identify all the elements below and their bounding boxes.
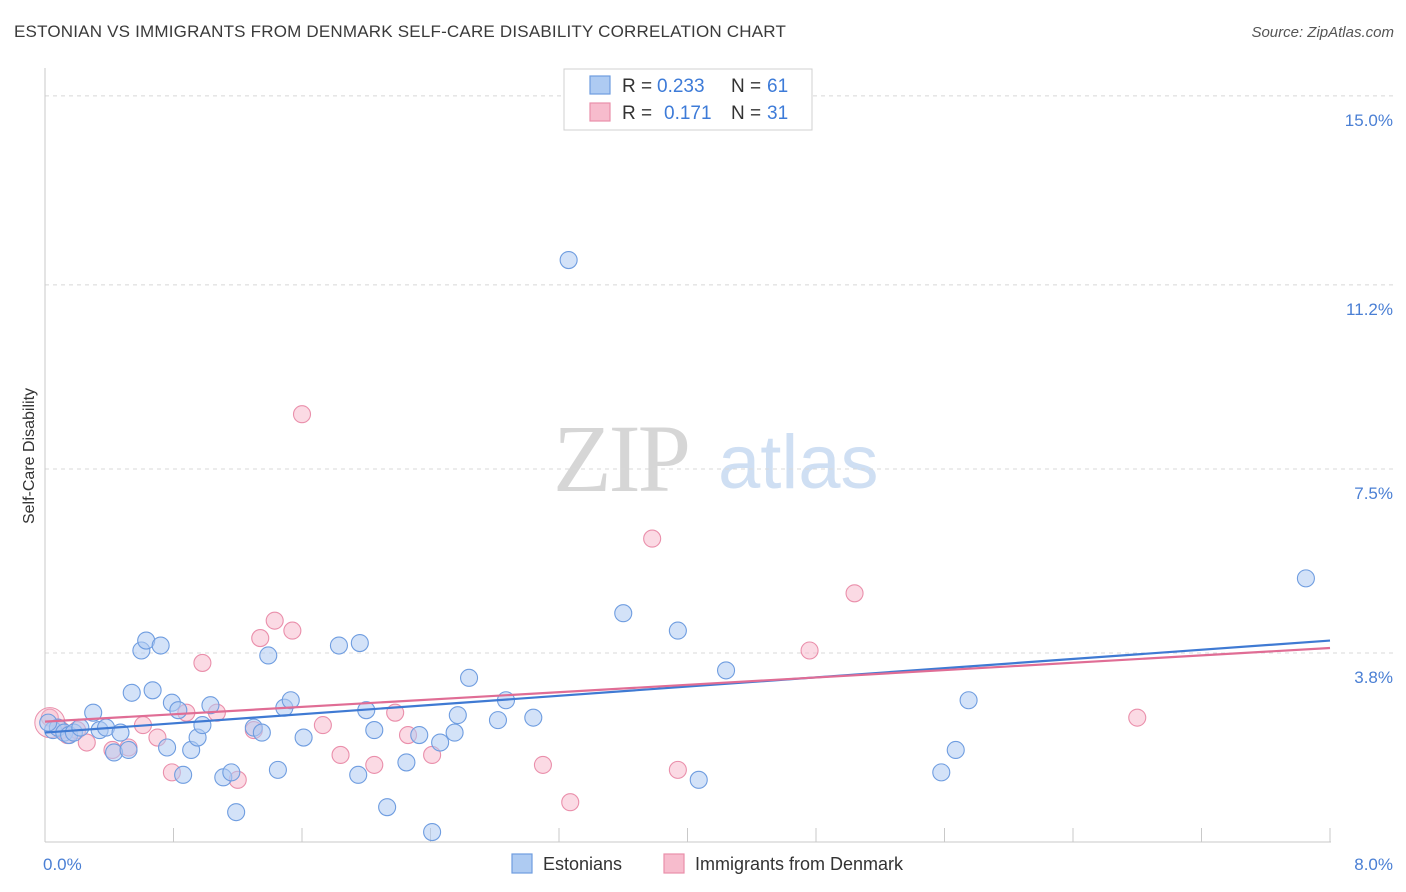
chart-title: ESTONIAN VS IMMIGRANTS FROM DENMARK SELF… [14, 22, 787, 41]
bottom-legend-denmark-swatch [663, 853, 685, 874]
denmark-trend-line [44, 646, 1331, 723]
denmark-point [193, 653, 212, 672]
points-estonians [39, 250, 1315, 842]
estonians-point [281, 691, 300, 710]
estonians-point [946, 740, 965, 760]
estonians-point [689, 770, 708, 789]
estonians-point [445, 723, 464, 742]
trend-layer [44, 639, 1331, 734]
denmark-point [561, 793, 580, 812]
denmark-point [668, 760, 687, 779]
denmark-point [845, 584, 864, 603]
denmark-point [265, 611, 284, 630]
x-tick-label: 0.0% [43, 855, 82, 874]
estonians-point [158, 738, 177, 757]
estonians-point [959, 691, 978, 710]
denmark-point [313, 716, 332, 735]
bottom-legend: Estonians Immigrants from Denmark [511, 853, 904, 874]
estonians-point [488, 711, 508, 730]
denmark-point [800, 641, 819, 660]
estonians-point [350, 633, 369, 653]
estonians-point [423, 823, 442, 842]
estonians-point [174, 765, 193, 784]
watermark-atlas: atlas [718, 420, 879, 505]
estonians-point [294, 728, 313, 747]
estonians-point [227, 803, 246, 822]
bottom-legend-estonians-label: Estonians [543, 854, 622, 874]
estonians-point [122, 683, 141, 702]
estonians-point [151, 636, 170, 655]
grid-layer [45, 95, 1395, 654]
estonians-point [397, 753, 416, 772]
estonians-point [169, 701, 188, 720]
legend-estonians-swatch [589, 75, 611, 95]
estonians-point [39, 713, 58, 732]
y-tick-label: 11.2% [1346, 300, 1393, 319]
y-tick-label: 15.0% [1345, 111, 1393, 130]
estonians-point [448, 706, 467, 725]
denmark-point [77, 733, 96, 752]
estonians-point [932, 763, 951, 782]
estonians-point [716, 661, 736, 680]
denmark-point [292, 405, 312, 424]
estonians-point [459, 668, 479, 687]
estonians-point [1296, 569, 1315, 588]
denmark-point [331, 745, 350, 765]
bottom-legend-denmark-label: Immigrants from Denmark [695, 854, 904, 874]
estonians-point [329, 636, 348, 655]
legend-denmark-r-value: 0.171 [664, 103, 712, 124]
estonians-point [614, 604, 633, 623]
denmark-point [533, 755, 552, 774]
estonians-point [193, 716, 212, 735]
denmark-point [283, 621, 302, 640]
estonians-point [143, 681, 162, 700]
estonians-point [268, 760, 287, 779]
legend-denmark-n-label: N = [731, 103, 761, 124]
legend-denmark-swatch [589, 102, 611, 122]
estonians-point [119, 740, 138, 760]
estonians-point [252, 723, 271, 742]
denmark-point [365, 755, 384, 774]
legend-denmark-n-value: 31 [767, 103, 788, 124]
estonians-point [668, 621, 687, 640]
x-tick-label: 8.0% [1354, 855, 1393, 874]
watermark-zip: ZIP [553, 405, 688, 512]
estonians-point [201, 696, 220, 715]
stats-legend: R = 0.233 N = 61 R = 0.171 N = 31 [563, 68, 813, 131]
estonians-point [559, 250, 578, 270]
estonians-point [431, 733, 450, 752]
estonians-point [378, 798, 397, 817]
denmark-point [643, 529, 662, 548]
estonians-point [410, 726, 429, 745]
estonians-point [259, 646, 278, 665]
y-axis-label: Self-Care Disability [21, 388, 38, 524]
legend-estonians-n-value: 61 [767, 76, 788, 97]
legend-estonians-r-value: 0.233 [657, 76, 705, 97]
estonians-point [349, 765, 368, 784]
tick-labels: 3.8% 7.5% 11.2% 15.0% 0.0% 8.0% [43, 111, 1393, 874]
estonians-point [84, 703, 103, 722]
chart-source: Source: ZipAtlas.com [1251, 24, 1394, 41]
estonians-point [222, 763, 241, 782]
y-tick-label: 3.8% [1354, 668, 1393, 687]
estonians-trend-line [44, 639, 1331, 734]
legend-denmark-r-label: R = [622, 103, 652, 124]
bottom-legend-estonians-swatch [511, 853, 533, 874]
estonians-point [524, 708, 543, 727]
legend-estonians-n-label: N = [731, 76, 761, 97]
estonians-point [71, 718, 90, 737]
denmark-point [251, 629, 270, 648]
y-tick-label: 7.5% [1354, 484, 1393, 503]
legend-estonians-r-label: R = [622, 76, 652, 97]
denmark-point [1128, 708, 1147, 727]
estonians-point [365, 721, 384, 740]
